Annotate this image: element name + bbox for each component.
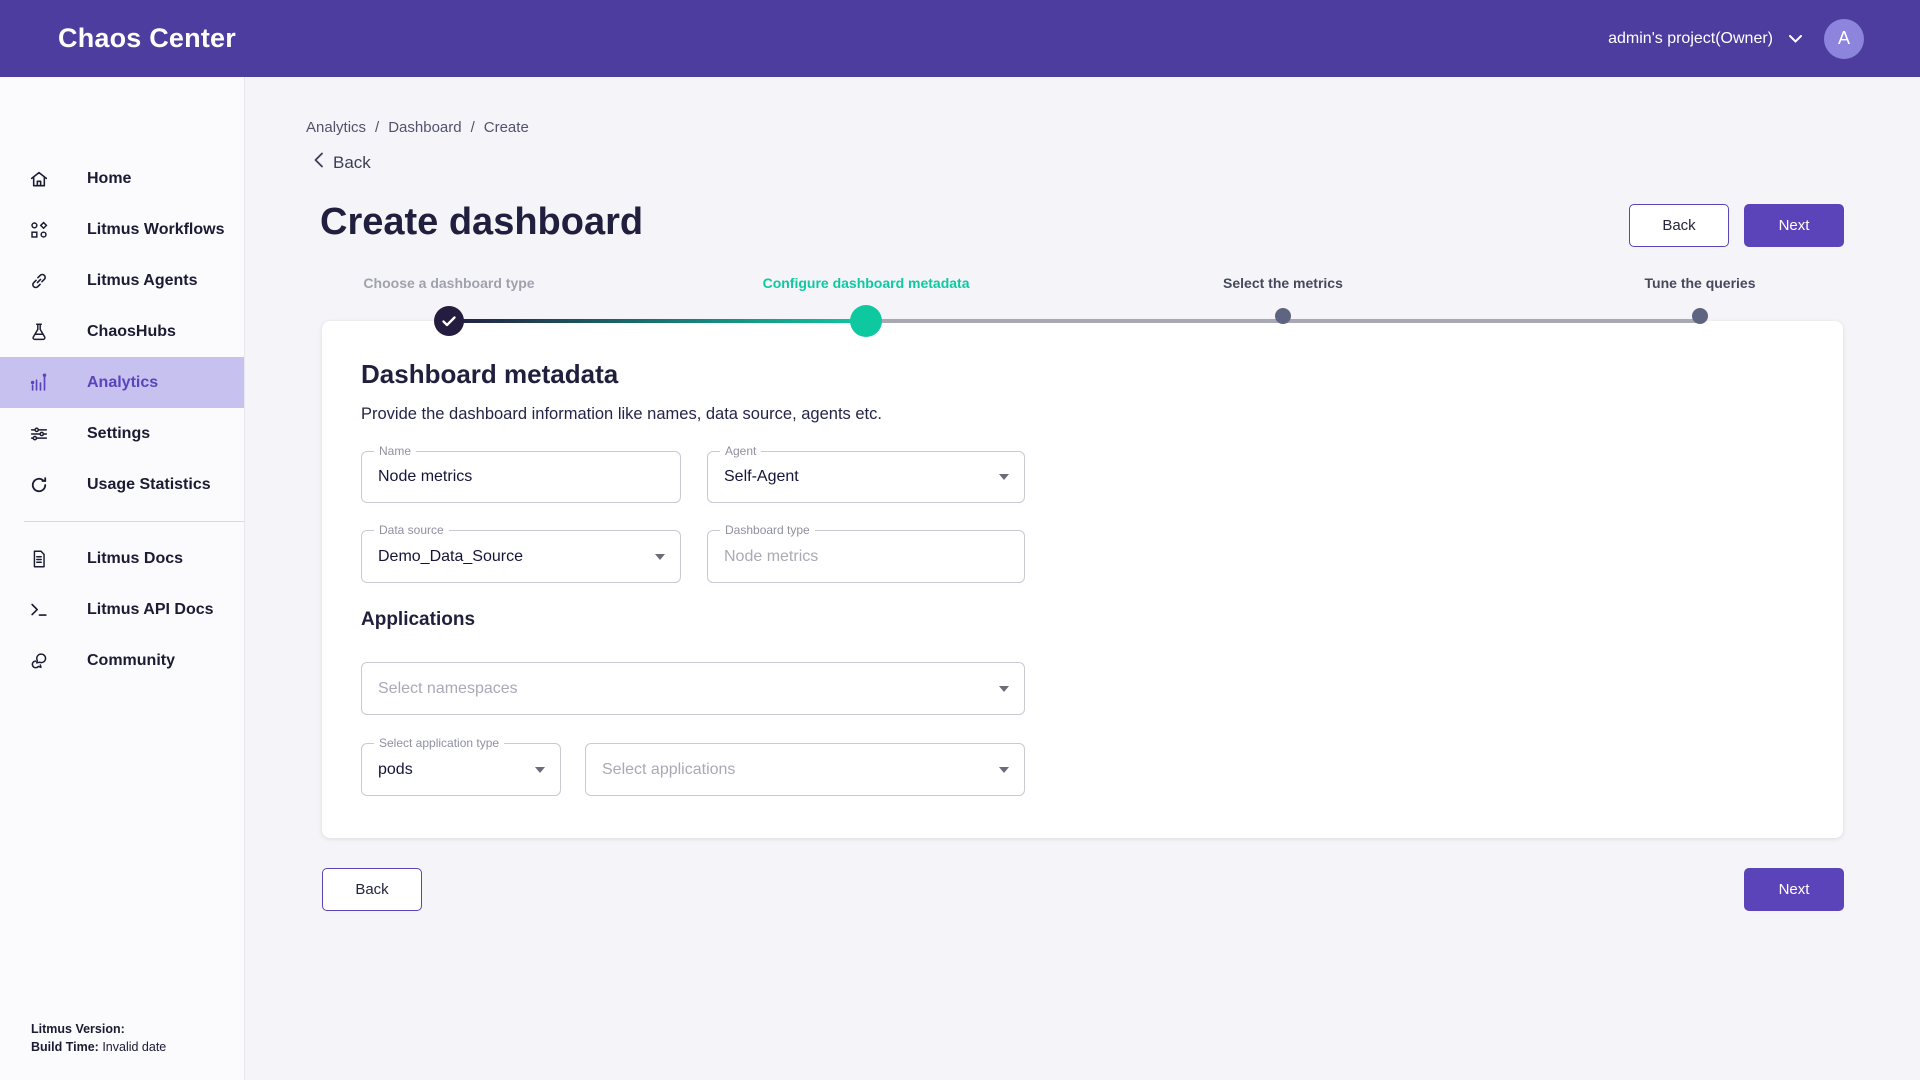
sidebar-item-litmus-api-docs[interactable]: Litmus API Docs [0, 584, 244, 635]
back-link-label: Back [333, 152, 371, 172]
breadcrumb-separator: / [470, 119, 475, 136]
breadcrumb: Analytics / Dashboard / Create [306, 119, 529, 136]
app-header: Chaos Center admin's project(Owner) A [0, 0, 1920, 77]
dropdown-arrow-icon [999, 766, 1009, 773]
next-button-bottom[interactable]: Next [1744, 868, 1844, 911]
breadcrumb-create[interactable]: Create [483, 119, 529, 136]
agent-select-value: Self-Agent [724, 468, 799, 485]
chevron-left-icon [313, 152, 324, 173]
chevron-down-icon [1789, 30, 1802, 48]
section-description: Provide the dashboard information like n… [361, 405, 882, 423]
document-icon [28, 548, 50, 570]
sidebar-item-litmus-docs[interactable]: Litmus Docs [0, 533, 244, 584]
main-content: Analytics / Dashboard / Create Back Crea… [245, 77, 1920, 1080]
sidebar-item-home[interactable]: Home [0, 153, 244, 204]
avatar[interactable]: A [1824, 18, 1864, 59]
step-active-dot [850, 305, 883, 337]
link-icon [28, 270, 50, 292]
litmus-version-label: Litmus Version: [31, 1022, 125, 1036]
workflows-icon [28, 219, 50, 241]
build-time-label: Build Time: [31, 1040, 99, 1054]
dropdown-arrow-icon [655, 553, 665, 560]
sidebar: Home Litmus Workflows Litmus Agents Chao… [0, 77, 245, 1080]
sidebar-item-label: Home [87, 169, 132, 187]
applications-section-title: Applications [361, 609, 476, 630]
dropdown-arrow-icon [999, 685, 1009, 692]
application-type-label: Select application type [374, 736, 505, 750]
sidebar-item-label: Community [87, 651, 175, 669]
application-type-select[interactable]: Select application type pods [361, 736, 561, 796]
stepper-track-completed [449, 319, 866, 323]
application-type-value: pods [378, 760, 413, 778]
sidebar-item-label: Litmus Workflows [87, 220, 225, 238]
name-field[interactable]: Name [361, 444, 681, 503]
data-source-value: Demo_Data_Source [378, 547, 523, 565]
project-selector-label: admin's project(Owner) [1608, 29, 1773, 47]
dashboard-type-label: Dashboard type [720, 523, 815, 537]
namespaces-select[interactable]: Select namespaces [361, 662, 1025, 715]
section-title: Dashboard metadata [361, 359, 619, 389]
sidebar-item-usage-statistics[interactable]: Usage Statistics [0, 459, 244, 510]
sidebar-item-label: Analytics [87, 373, 159, 391]
chat-bubbles-icon [28, 650, 50, 672]
breadcrumb-dashboard[interactable]: Dashboard [388, 119, 462, 136]
sidebar-item-settings[interactable]: Settings [0, 408, 244, 459]
sidebar-item-chaoshubs[interactable]: ChaosHubs [0, 306, 244, 357]
agent-select-label: Agent [720, 444, 762, 458]
sidebar-divider [24, 521, 244, 522]
dashboard-type-field[interactable]: Dashboard type [707, 523, 1025, 583]
stepper-track [449, 319, 1701, 323]
step-completed-dot [434, 306, 464, 336]
step-label: Configure dashboard metadata [762, 275, 970, 291]
dropdown-arrow-icon [535, 766, 545, 773]
page-title: Create dashboard [320, 201, 644, 243]
sidebar-item-label: ChaosHubs [87, 322, 176, 340]
applications-select[interactable]: Select applications [585, 743, 1025, 796]
project-selector[interactable]: admin's project(Owner) [1608, 30, 1802, 48]
sliders-icon [28, 423, 50, 445]
avatar-initial: A [1837, 28, 1850, 48]
sidebar-item-label: Litmus API Docs [87, 600, 214, 618]
dropdown-arrow-icon [999, 474, 1009, 480]
top-actions: Back Next [1629, 204, 1844, 247]
data-source-label: Data source [374, 523, 449, 537]
name-input[interactable] [362, 452, 680, 502]
build-time-value: Invalid date [102, 1040, 167, 1054]
terminal-icon [28, 599, 50, 621]
back-button-top[interactable]: Back [1629, 204, 1729, 247]
refresh-circle-icon [28, 474, 50, 496]
bar-chart-icon [28, 372, 50, 394]
flask-icon [28, 321, 50, 343]
sidebar-item-label: Usage Statistics [87, 475, 211, 493]
step-label: Choose a dashboard type [363, 275, 535, 291]
sidebar-item-label: Litmus Agents [87, 271, 198, 289]
sidebar-item-litmus-workflows[interactable]: Litmus Workflows [0, 204, 244, 255]
applications-placeholder: Select applications [602, 760, 736, 778]
step-label: Tune the queries [1644, 275, 1756, 291]
home-icon [28, 168, 50, 190]
sidebar-item-analytics[interactable]: Analytics [0, 357, 244, 408]
step-pending-dot [1274, 308, 1291, 324]
dashboard-type-input[interactable] [708, 531, 1024, 582]
app-title: Chaos Center [58, 23, 236, 53]
step-label: Select the metrics [1223, 275, 1343, 291]
agent-select[interactable]: Agent Self-Agent [707, 444, 1025, 503]
breadcrumb-analytics[interactable]: Analytics [306, 119, 367, 136]
sidebar-item-litmus-agents[interactable]: Litmus Agents [0, 255, 244, 306]
namespaces-placeholder: Select namespaces [378, 679, 518, 697]
data-source-select[interactable]: Data source Demo_Data_Source [361, 523, 681, 583]
back-button-bottom[interactable]: Back [322, 868, 422, 911]
back-link[interactable]: Back [313, 152, 371, 173]
sidebar-item-label: Litmus Docs [87, 549, 184, 567]
dashboard-metadata-card: Dashboard metadata Provide the dashboard… [322, 321, 1843, 838]
step-pending-dot [1692, 308, 1709, 324]
sidebar-item-label: Settings [87, 424, 151, 442]
stepper: Choose a dashboard type Configure dashbo… [322, 275, 1843, 355]
breadcrumb-separator: / [375, 119, 380, 136]
name-field-label: Name [374, 444, 417, 458]
sidebar-footer: Litmus Version: Build Time: Invalid date [31, 1020, 166, 1056]
sidebar-item-community[interactable]: Community [0, 635, 244, 686]
next-button-top[interactable]: Next [1744, 204, 1844, 247]
